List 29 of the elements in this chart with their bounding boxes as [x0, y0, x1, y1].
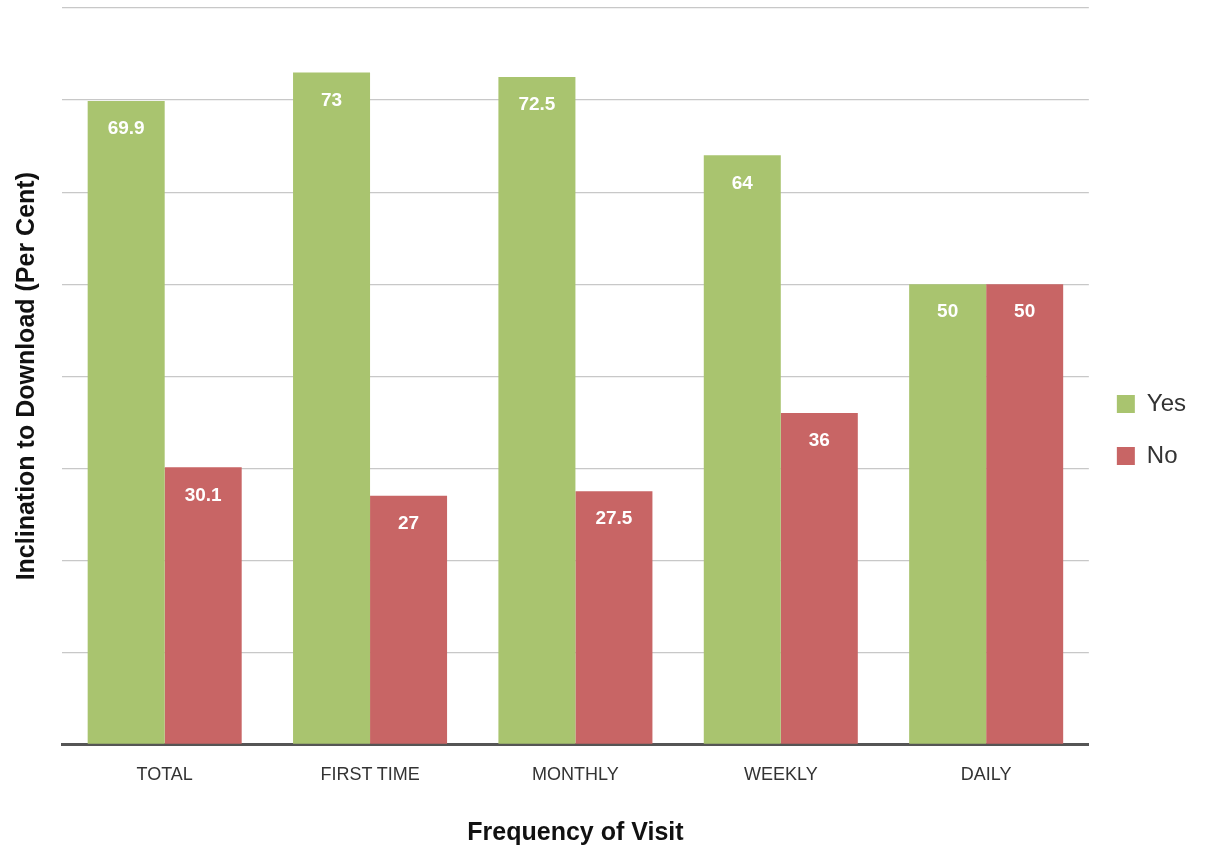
data-label: 50 [1014, 300, 1036, 322]
x-tick-label: WEEKLY [743, 764, 818, 785]
bar [780, 413, 858, 744]
bar [909, 284, 987, 744]
bar [293, 72, 371, 744]
legend-label: Yes [1146, 388, 1186, 416]
legend-label: No [1146, 440, 1178, 468]
bar [164, 467, 242, 744]
x-tick-label: FIRST TIME [320, 764, 420, 785]
x-axis-title: Frequency of Visit [467, 816, 685, 845]
data-label: 27.5 [595, 507, 633, 529]
data-label: 36 [808, 429, 830, 451]
x-tick-label: MONTHLY [532, 764, 619, 785]
x-tick-label: TOTAL [136, 764, 193, 785]
data-label: 73 [320, 88, 343, 110]
bar [703, 155, 781, 744]
data-label: 72.5 [518, 93, 556, 115]
x-tick-label: DAILY [960, 764, 1012, 785]
bar [498, 77, 576, 744]
bar [370, 495, 448, 744]
data-label: 27 [397, 512, 420, 534]
data-label: 50 [937, 300, 959, 322]
data-label: 30.1 [184, 483, 223, 505]
bar [87, 100, 165, 744]
y-axis-title: Inclination to Download (Per Cent) [10, 172, 39, 581]
data-label: 64 [731, 171, 754, 193]
data-label: 69.9 [107, 117, 145, 139]
bar [575, 491, 653, 744]
bar [986, 284, 1064, 744]
